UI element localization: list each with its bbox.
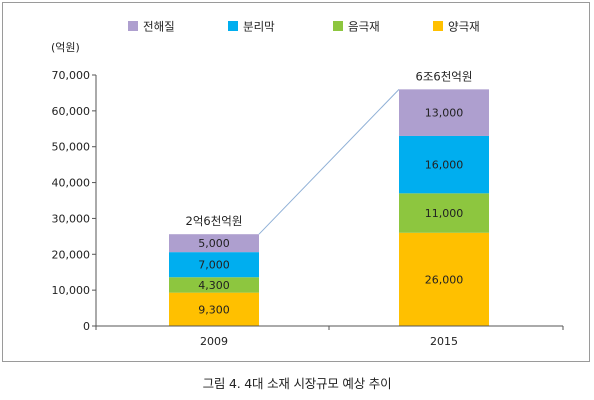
legend-swatch (333, 21, 343, 31)
y-tick-label: 20,000 (52, 248, 91, 261)
y-tick-label: 10,000 (52, 284, 91, 297)
bars: 9,300 4,300 7,000 5,000 2억6천억원 26,000 11,000 16… (169, 69, 489, 326)
x-tick-label: 2009 (200, 335, 228, 348)
bar-segment (399, 135, 489, 194)
legend-swatch (433, 21, 443, 31)
stacked-bar-chart: 전해질 분리막 음극재 양극재 (억원) 0 10,000 20,000 30,000 40,… (51, 20, 564, 348)
y-tick-label: 30,000 (52, 212, 91, 225)
legend: 전해질 분리막 음극재 양극재 (128, 20, 480, 34)
y-tick-label: 60,000 (52, 105, 91, 118)
bar-segment (169, 234, 259, 253)
total-connector (258, 88, 400, 235)
legend-label: 분리막 (243, 20, 275, 34)
legend-label: 음극재 (348, 20, 380, 34)
bar-segment (169, 292, 259, 326)
y-tick-label: 40,000 (52, 177, 91, 190)
y-axis-label: (억원) (51, 41, 80, 54)
data-label: 5,000 (198, 237, 230, 250)
legend-swatch (128, 21, 138, 31)
data-label: 13,000 (425, 107, 464, 120)
legend-label: 양극재 (448, 20, 480, 34)
bar-segment (169, 277, 259, 293)
data-label: 9,300 (198, 303, 230, 316)
legend-label: 전해질 (143, 20, 175, 34)
x-tick-label: 2015 (430, 335, 458, 348)
bar-segment (399, 193, 489, 233)
bar-segment (399, 89, 489, 136)
data-label: 26,000 (425, 273, 464, 286)
y-tick-label: 70,000 (52, 69, 91, 82)
total-label: 2억6천억원 (186, 214, 243, 228)
total-label: 6조6천억원 (416, 69, 473, 83)
data-label: 7,000 (198, 259, 230, 272)
legend-swatch (228, 21, 238, 31)
y-axis: 0 10,000 20,000 30,000 40,000 50,000 60,000 70,… (52, 69, 97, 333)
figure-caption: 그림 4. 4대 소재 시장규모 예상 추이 (202, 376, 392, 391)
data-label: 4,300 (198, 279, 230, 292)
y-tick-label: 50,000 (52, 141, 91, 154)
y-tick-label: 0 (83, 320, 90, 333)
chart-frame: 전해질 분리막 음극재 양극재 (억원) 0 10,000 20,000 30,000 40,… (2, 2, 590, 362)
growth-connector-line (258, 88, 400, 235)
bar-segment (399, 232, 489, 326)
data-label: 11,000 (425, 207, 464, 220)
x-axis: 2009 2015 (95, 325, 564, 348)
bar-segment (169, 252, 259, 278)
data-label: 16,000 (425, 159, 464, 172)
